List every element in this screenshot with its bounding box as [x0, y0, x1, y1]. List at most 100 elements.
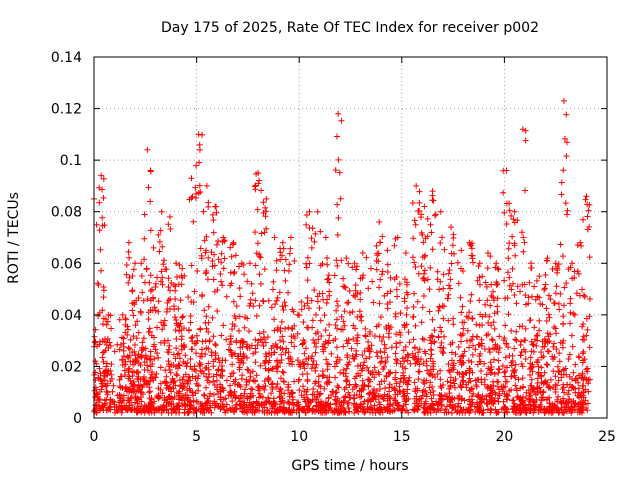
data-point [415, 270, 422, 277]
data-point [400, 369, 407, 376]
data-point [142, 345, 149, 352]
data-point [563, 111, 570, 118]
data-point [116, 376, 123, 383]
data-point [564, 400, 571, 407]
data-point [438, 402, 445, 409]
data-point [317, 383, 324, 390]
data-point [334, 262, 341, 269]
data-point [476, 358, 483, 365]
data-point [581, 356, 588, 363]
data-point [340, 275, 347, 282]
data-point [411, 395, 418, 402]
data-point [296, 387, 303, 394]
data-point [503, 221, 510, 228]
data-point [166, 383, 173, 390]
data-point [262, 383, 269, 390]
data-point [258, 187, 265, 194]
data-point [346, 381, 353, 388]
data-point [447, 383, 454, 390]
data-point [512, 382, 519, 389]
data-point [272, 340, 279, 347]
data-point [196, 182, 203, 189]
data-point [281, 299, 288, 306]
data-point [229, 370, 236, 377]
data-point [429, 372, 436, 379]
data-point [151, 304, 158, 311]
data-point [188, 402, 195, 409]
data-point [227, 373, 234, 380]
data-point [252, 229, 259, 236]
data-point [333, 307, 340, 314]
data-point [172, 327, 179, 334]
data-point [393, 340, 400, 347]
data-point [163, 373, 170, 380]
data-point [221, 255, 228, 262]
data-point [384, 247, 391, 254]
data-point [580, 321, 587, 328]
data-point [501, 277, 508, 284]
data-point [361, 409, 368, 416]
data-point [330, 388, 337, 395]
data-point [165, 275, 172, 282]
data-point [556, 350, 563, 357]
data-point [491, 310, 498, 317]
data-point [210, 229, 217, 236]
data-point [257, 254, 264, 261]
data-point [371, 364, 378, 371]
data-point [185, 294, 192, 301]
data-point [350, 292, 357, 299]
data-point [179, 314, 186, 321]
data-point [205, 203, 212, 210]
data-point [141, 373, 148, 380]
data-point [201, 409, 208, 416]
data-point [214, 308, 221, 315]
x-tick-label: 20 [495, 429, 513, 445]
data-point [173, 274, 180, 281]
data-point [121, 367, 128, 374]
data-point [340, 394, 347, 401]
data-point [120, 347, 127, 354]
data-point [334, 231, 341, 238]
data-point [306, 405, 313, 412]
data-point [473, 333, 480, 340]
data-point [421, 336, 428, 343]
data-point [250, 303, 257, 310]
data-point [246, 378, 253, 385]
data-point [163, 380, 170, 387]
data-point [335, 214, 342, 221]
data-point [92, 358, 99, 365]
data-point [124, 331, 131, 338]
data-point [91, 339, 98, 346]
data-point [332, 374, 339, 381]
data-point [428, 340, 435, 347]
data-point [490, 345, 497, 352]
data-point [277, 337, 284, 344]
data-point [101, 369, 108, 376]
data-point [572, 400, 579, 407]
data-point [293, 409, 300, 416]
data-point [527, 382, 534, 389]
data-point [219, 282, 226, 289]
data-point [205, 303, 212, 310]
data-point [508, 386, 515, 393]
data-point [458, 247, 465, 254]
data-point [353, 337, 360, 344]
data-point [129, 368, 136, 375]
data-point [254, 342, 261, 349]
data-point [442, 391, 449, 398]
data-point [268, 400, 275, 407]
data-point [323, 356, 330, 363]
data-point [210, 217, 217, 224]
data-point [301, 339, 308, 346]
data-point [243, 354, 250, 361]
data-point [554, 363, 561, 370]
data-point [475, 405, 482, 412]
data-point [521, 239, 528, 246]
data-point [385, 330, 392, 337]
data-point [392, 369, 399, 376]
data-point [583, 193, 590, 200]
data-point [311, 238, 318, 245]
data-point [378, 338, 385, 345]
data-point [582, 386, 589, 393]
data-point [402, 343, 409, 350]
